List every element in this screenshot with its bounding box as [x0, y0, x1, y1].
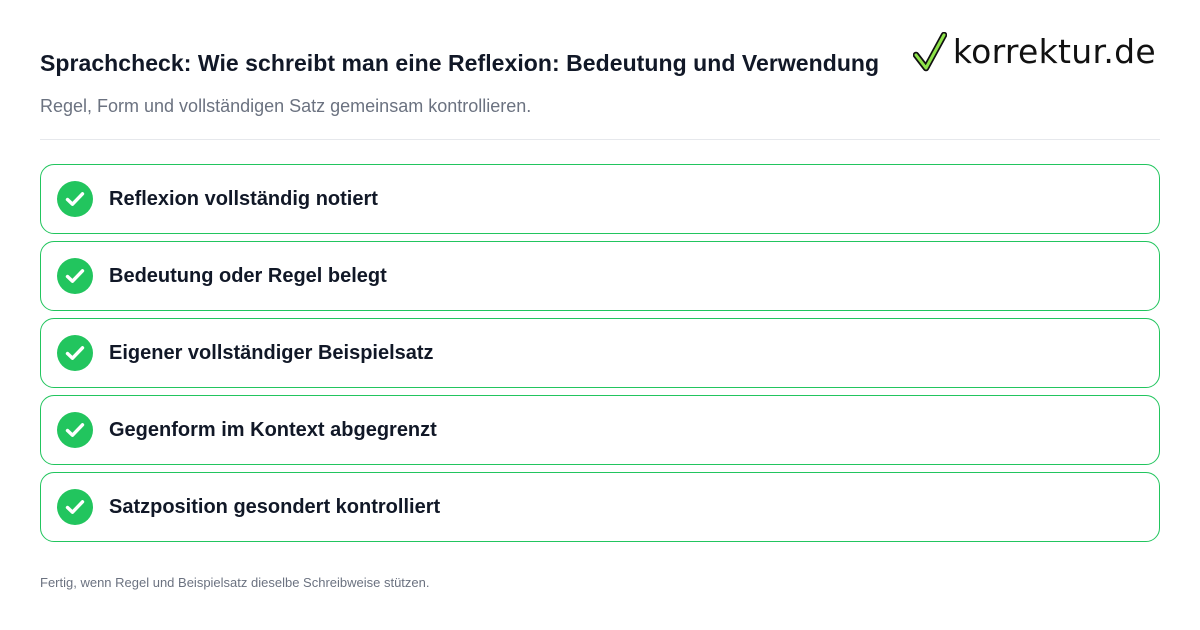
check-circle-icon	[57, 335, 93, 371]
checklist-item: Satzposition gesondert kontrolliert	[40, 472, 1160, 542]
header: Sprachcheck: Wie schreibt man eine Refle…	[40, 0, 1160, 140]
check-circle-icon	[57, 412, 93, 448]
logo: korrektur.de	[912, 30, 1156, 74]
checkmark-icon	[912, 32, 947, 72]
checklist-item-label: Reflexion vollständig notiert	[109, 187, 378, 210]
check-circle-icon	[57, 489, 93, 525]
checklist: Reflexion vollständig notiert Bedeutung …	[40, 164, 1160, 549]
footer-note: Fertig, wenn Regel und Beispielsatz dies…	[40, 575, 430, 590]
page-subtitle: Regel, Form und vollständigen Satz gemei…	[40, 96, 532, 116]
checklist-item: Eigener vollständiger Beispielsatz	[40, 318, 1160, 388]
check-circle-icon	[57, 181, 93, 217]
checklist-item-label: Satzposition gesondert kontrolliert	[109, 495, 441, 518]
check-circle-icon	[57, 258, 93, 294]
checklist-item: Gegenform im Kontext abgegrenzt	[40, 395, 1160, 465]
checklist-item: Reflexion vollständig notiert	[40, 164, 1160, 234]
checklist-item-label: Bedeutung oder Regel belegt	[109, 264, 387, 287]
checklist-item-label: Eigener vollständiger Beispielsatz	[109, 341, 434, 364]
page-title: Sprachcheck: Wie schreibt man eine Refle…	[40, 50, 880, 76]
checklist-item: Bedeutung oder Regel belegt	[40, 241, 1160, 311]
checklist-item-label: Gegenform im Kontext abgegrenzt	[109, 418, 437, 441]
logo-text: korrektur.de	[952, 32, 1156, 71]
